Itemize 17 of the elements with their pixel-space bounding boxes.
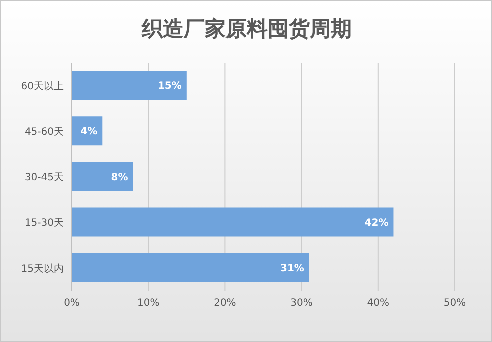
y-tick-label: 30-45天 — [24, 172, 64, 184]
x-tick-label: 30% — [290, 298, 313, 310]
data-label: 4% — [80, 126, 98, 138]
data-label: 31% — [280, 263, 304, 274]
x-tick-label: 0% — [64, 298, 80, 310]
x-tick-label: 20% — [214, 298, 236, 310]
data-label: 42% — [364, 218, 389, 229]
x-tick-label: 10% — [137, 298, 160, 310]
y-tick-label: 60天以上 — [21, 80, 64, 92]
chart-title: 织造厂家原料囤货周期 — [140, 16, 353, 43]
x-tick-label: 40% — [367, 298, 390, 310]
y-tick-label: 15-30天 — [24, 218, 64, 230]
y-tick-label: 45-60天 — [24, 126, 64, 138]
x-tick-label: 50% — [444, 298, 466, 310]
data-label: 8% — [111, 172, 128, 184]
data-label: 15% — [158, 81, 182, 92]
y-tick-label: 15天以内 — [21, 262, 64, 275]
